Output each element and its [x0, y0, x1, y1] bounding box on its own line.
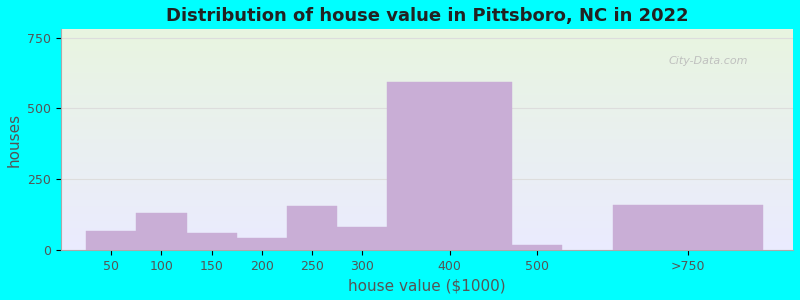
Bar [613, 205, 763, 250]
Bar [512, 245, 562, 250]
Bar [86, 231, 137, 250]
Bar [286, 206, 337, 250]
Text: City-Data.com: City-Data.com [669, 56, 748, 66]
Y-axis label: houses: houses [7, 112, 22, 166]
Bar [237, 238, 286, 250]
Title: Distribution of house value in Pittsboro, NC in 2022: Distribution of house value in Pittsboro… [166, 7, 689, 25]
Bar [337, 226, 387, 250]
X-axis label: house value ($1000): house value ($1000) [348, 278, 506, 293]
Bar [186, 233, 237, 250]
Bar [387, 82, 512, 250]
Bar [137, 213, 186, 250]
